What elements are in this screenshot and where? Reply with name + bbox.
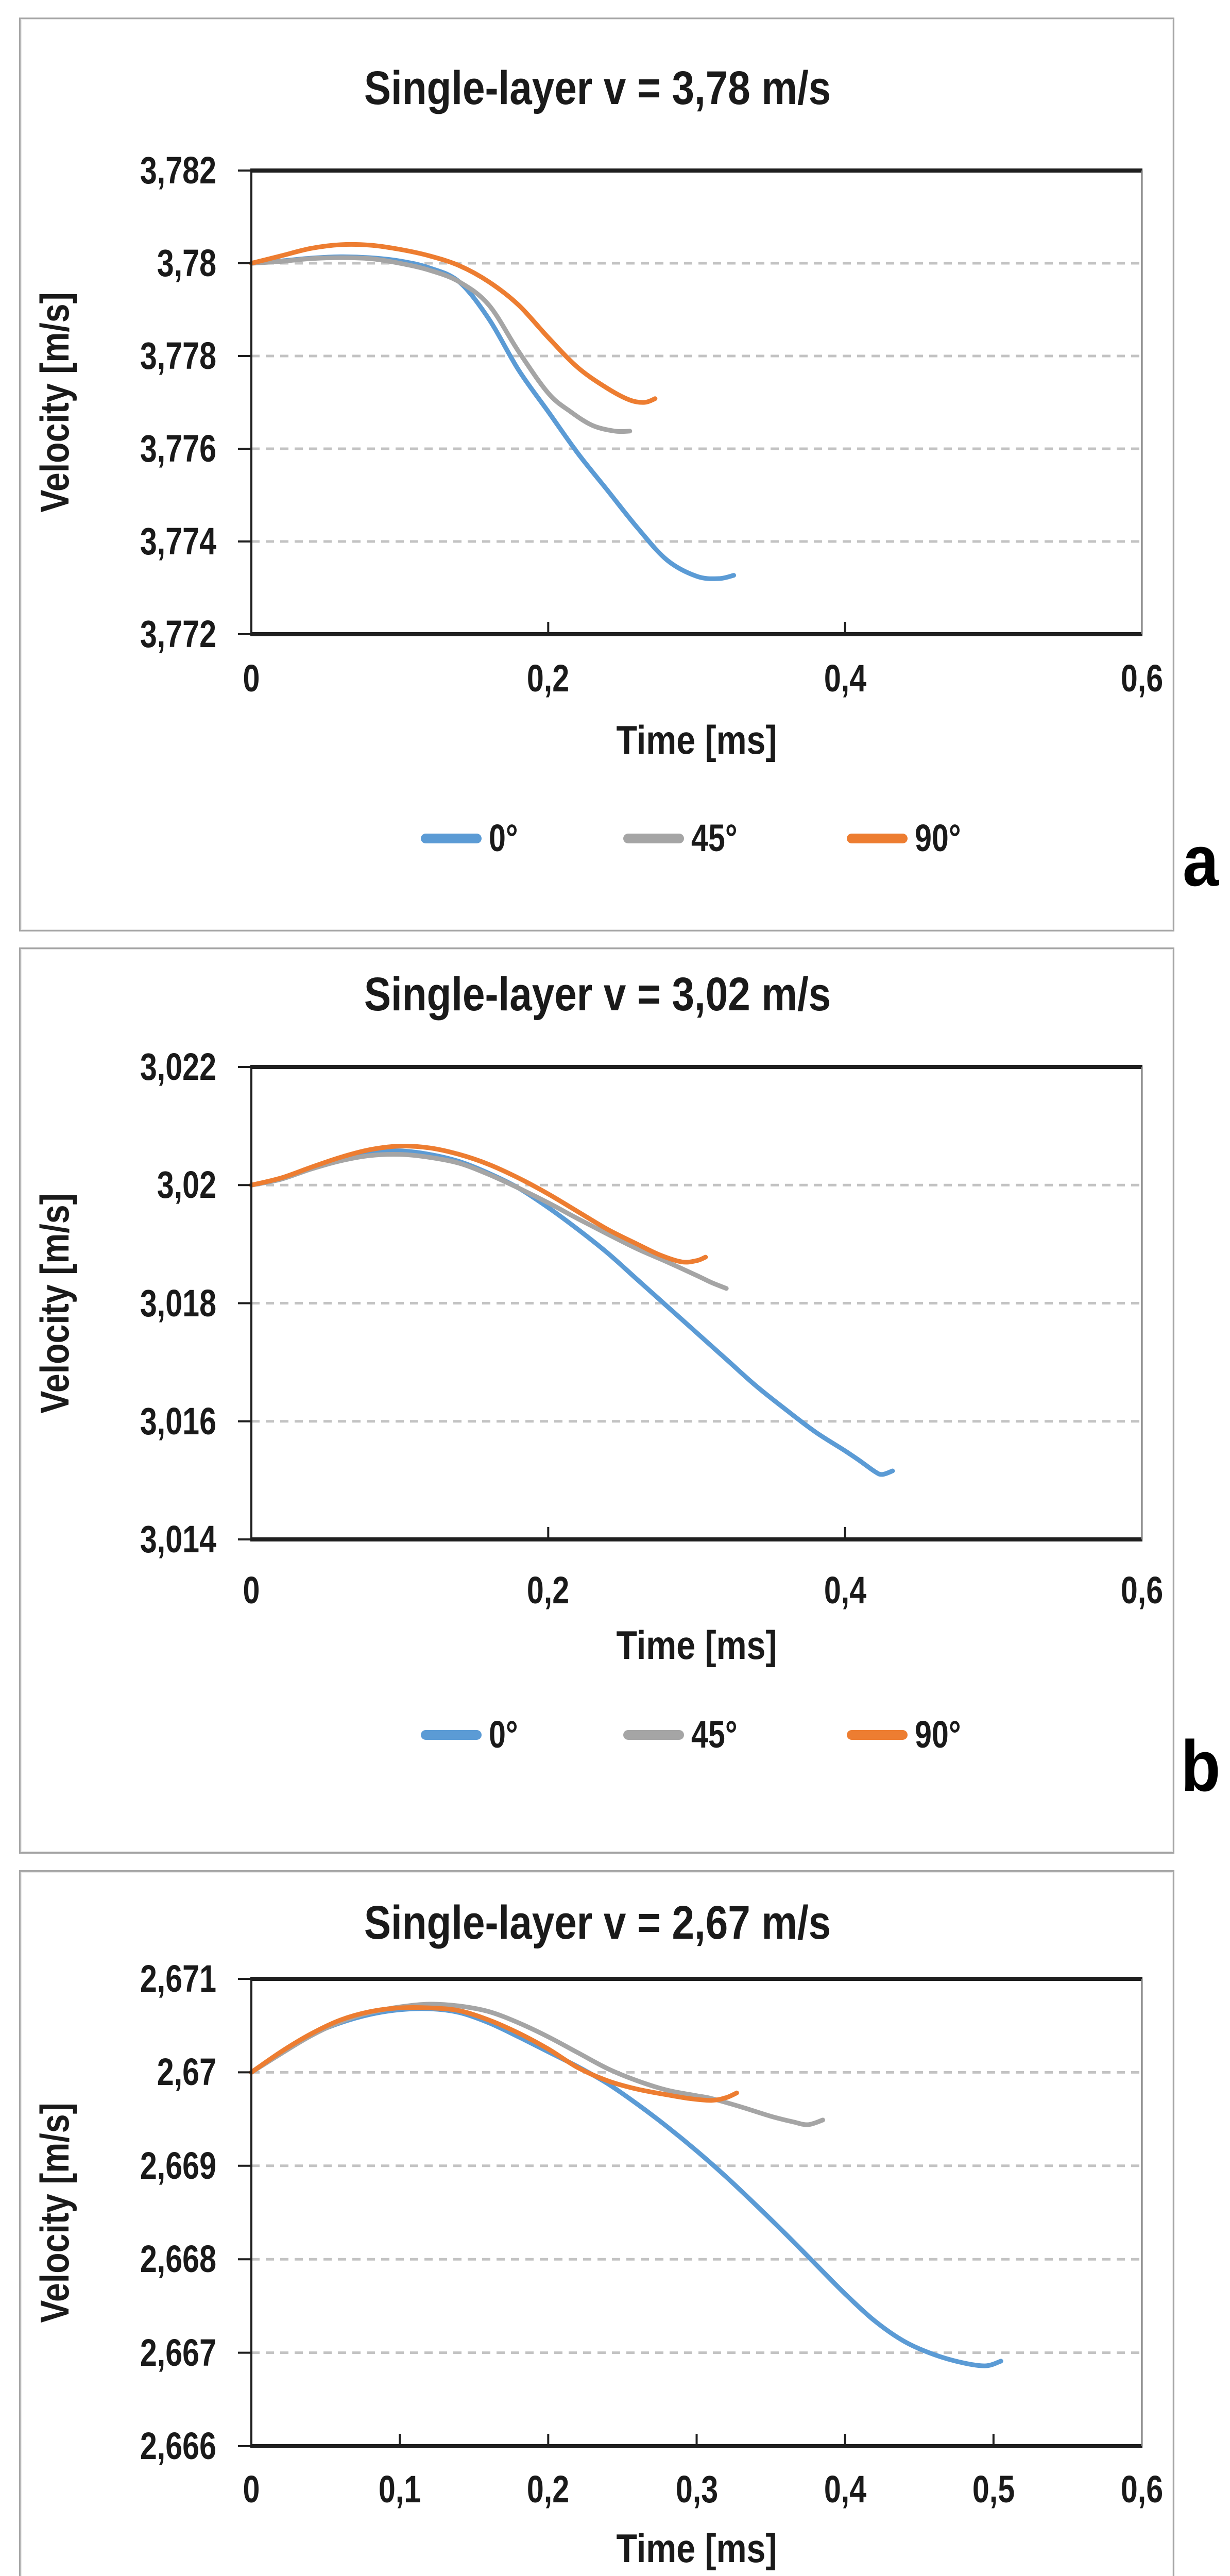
x-tick-label: 0,2 xyxy=(527,657,570,700)
legend-label-45deg: 45° xyxy=(691,817,738,859)
legend-swatch-0deg xyxy=(421,833,482,843)
legend-a: 0° 45° 90° xyxy=(251,817,1142,860)
legend-label-90deg: 90° xyxy=(914,817,961,859)
y-tick-label: 2,666 xyxy=(140,2425,216,2467)
y-tick-label: 3,78 xyxy=(157,242,216,284)
legend-item-90deg: 90° xyxy=(846,1713,972,1756)
x-axis-label-c: Time [ms] xyxy=(616,2526,777,2571)
legend-label-0deg: 0° xyxy=(489,817,518,859)
x-tick-label: 0,4 xyxy=(824,657,866,700)
panel-letter-b: b xyxy=(1181,1725,1221,1806)
x-tick-label: 0,3 xyxy=(675,2468,718,2511)
y-tick-label: 3,018 xyxy=(140,1281,216,1325)
y-tick-label: 3,014 xyxy=(140,1518,216,1561)
y-tick-label: 3,776 xyxy=(140,427,216,470)
legend-item-90deg: 90° xyxy=(846,817,972,860)
y-tick-label: 3,782 xyxy=(140,149,216,192)
x-tick-label: 0,5 xyxy=(972,2468,1015,2511)
y-tick-label: 2,671 xyxy=(140,1957,216,2000)
y-tick-label: 3,022 xyxy=(140,1045,216,1088)
y-tick-label: 3,778 xyxy=(140,334,216,377)
legend-item-0deg: 0° xyxy=(421,1713,525,1756)
legend-swatch-0deg xyxy=(421,1730,482,1740)
x-tick-label: 0 xyxy=(243,1569,260,1612)
x-axis-label-a: Time [ms] xyxy=(616,717,777,762)
legend-swatch-45deg xyxy=(623,1730,684,1740)
x-tick-label: 0,6 xyxy=(1120,2468,1164,2511)
legend-swatch-45deg xyxy=(623,833,684,843)
y-tick-label: 3,772 xyxy=(140,613,216,655)
legend-label-0deg: 0° xyxy=(489,1713,518,1756)
legend-item-45deg: 45° xyxy=(623,817,749,860)
x-tick-label: 0 xyxy=(243,2468,260,2511)
legend-swatch-90deg xyxy=(846,1730,908,1740)
legend-swatch-90deg xyxy=(846,833,908,843)
x-tick-label: 0 xyxy=(243,657,260,700)
panel-letter-a: a xyxy=(1182,820,1219,901)
chart-title-c: Single-layer v = 2,67 m/s xyxy=(364,1896,831,1949)
legend-item-0deg: 0° xyxy=(421,817,525,860)
y-tick-label: 3,016 xyxy=(140,1399,216,1443)
y-tick-label: 3,774 xyxy=(140,520,216,563)
legend-b: 0° 45° 90° xyxy=(251,1713,1142,1756)
x-tick-label: 0,4 xyxy=(824,2468,866,2511)
legend-item-45deg: 45° xyxy=(623,1713,749,1756)
chart-title-b: Single-layer v = 3,02 m/s xyxy=(364,968,831,1021)
x-axis-label-b: Time [ms] xyxy=(616,1622,777,1668)
y-tick-label: 2,669 xyxy=(140,2144,216,2187)
x-tick-label: 0,1 xyxy=(379,2468,421,2511)
y-tick-label: 2,667 xyxy=(140,2331,216,2374)
legend-label-45deg: 45° xyxy=(691,1713,738,1756)
x-tick-label: 0,2 xyxy=(527,1569,570,1612)
legend-label-90deg: 90° xyxy=(914,1713,961,1756)
y-tick-label: 3,02 xyxy=(157,1163,216,1207)
y-tick-label: 2,67 xyxy=(157,2050,216,2094)
chart-title-a: Single-layer v = 3,78 m/s xyxy=(364,62,831,114)
x-tick-label: 0,6 xyxy=(1120,1569,1164,1612)
x-tick-label: 0,4 xyxy=(824,1569,866,1612)
x-tick-label: 0,6 xyxy=(1120,657,1164,700)
x-tick-label: 0,2 xyxy=(527,2468,570,2511)
y-tick-label: 2,668 xyxy=(140,2238,216,2281)
